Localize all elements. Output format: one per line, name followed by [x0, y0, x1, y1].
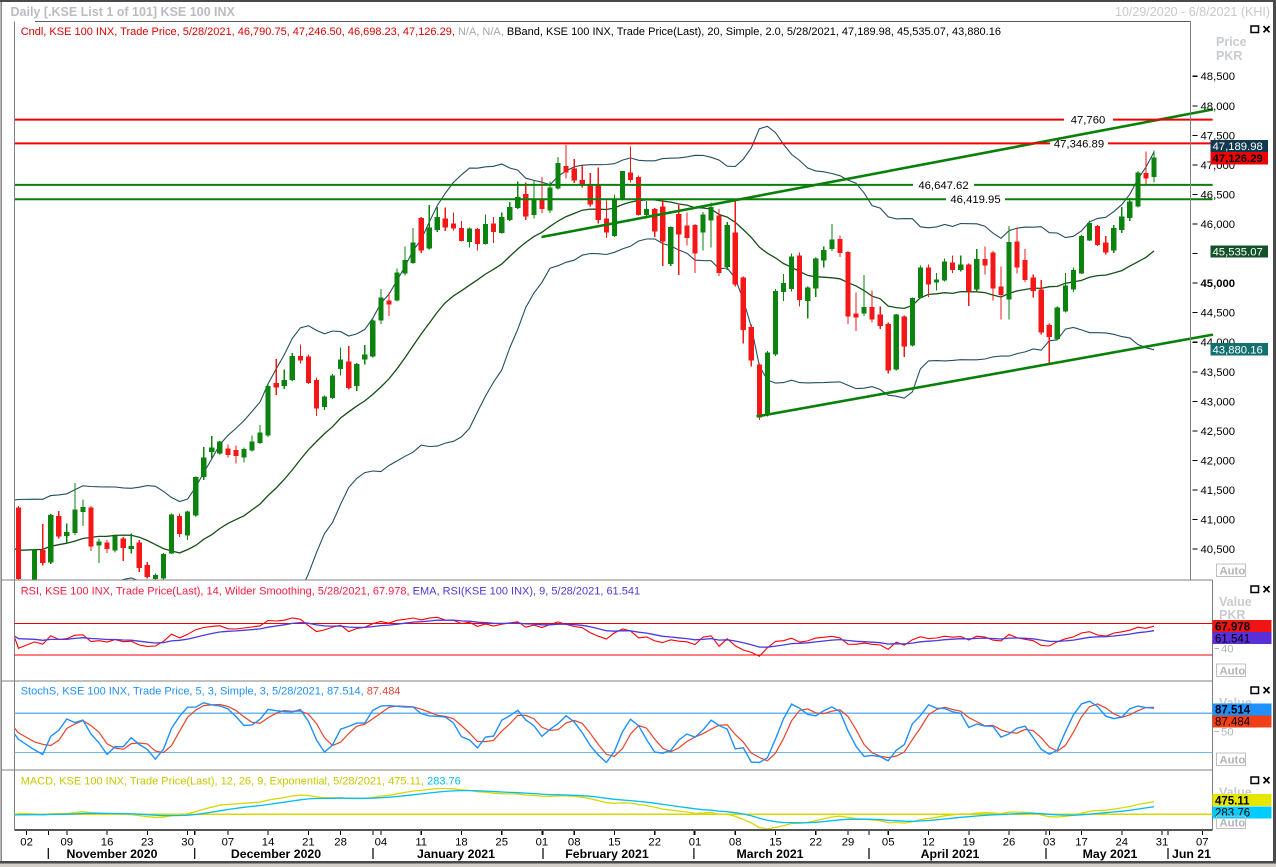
- svg-text:21: 21: [302, 837, 315, 849]
- svg-text:StochS, KSE 100 INX, Trade Pri: StochS, KSE 100 INX, Trade Price, 5, 3, …: [21, 686, 401, 698]
- svg-text:22: 22: [809, 837, 822, 849]
- svg-text:44,500: 44,500: [1201, 308, 1236, 320]
- svg-text:28: 28: [334, 837, 347, 849]
- svg-text:47,189.98: 47,189.98: [1213, 141, 1263, 153]
- svg-text:Daily [.KSE List 1 of 101] KSE: Daily [.KSE List 1 of 101] KSE 100 INX: [11, 5, 236, 19]
- svg-text:March 2021: March 2021: [737, 847, 804, 861]
- svg-text:40,500: 40,500: [1201, 544, 1236, 556]
- svg-text:40: 40: [1221, 643, 1234, 655]
- svg-text:Jun 21: Jun 21: [1172, 847, 1211, 861]
- svg-text:42,000: 42,000: [1201, 455, 1236, 467]
- svg-text:December 2020: December 2020: [231, 847, 321, 861]
- svg-text:PKR: PKR: [1216, 49, 1242, 63]
- svg-text:43,880.16: 43,880.16: [1213, 344, 1263, 356]
- svg-text:46,000: 46,000: [1201, 219, 1236, 231]
- svg-text:61.541: 61.541: [1215, 633, 1250, 645]
- svg-text:08: 08: [729, 837, 742, 849]
- svg-text:07: 07: [222, 837, 235, 849]
- svg-text:11: 11: [415, 837, 427, 849]
- svg-text:April 2021: April 2021: [921, 847, 980, 861]
- svg-text:23: 23: [141, 837, 154, 849]
- svg-text:10/29/2020 - 6/8/2021 (KHI): 10/29/2020 - 6/8/2021 (KHI): [1115, 5, 1270, 19]
- svg-text:12: 12: [922, 837, 935, 849]
- svg-text:08: 08: [568, 837, 581, 849]
- svg-text:Cndl, KSE 100 INX, Trade Price: Cndl, KSE 100 INX, Trade Price, 5/28/202…: [21, 26, 1001, 38]
- svg-text:46,419.95: 46,419.95: [950, 194, 1000, 206]
- svg-text:87.514: 87.514: [1215, 705, 1251, 717]
- svg-text:19: 19: [963, 837, 976, 849]
- svg-text:47,760: 47,760: [1071, 115, 1106, 127]
- svg-text:45,535.07: 45,535.07: [1213, 247, 1263, 259]
- svg-text:46,647.62: 46,647.62: [918, 180, 968, 192]
- svg-text:50: 50: [1221, 727, 1234, 739]
- svg-text:26: 26: [1003, 837, 1016, 849]
- svg-text:15: 15: [608, 837, 621, 849]
- svg-text:29: 29: [842, 837, 855, 849]
- svg-text:02: 02: [20, 837, 33, 849]
- svg-text:43,500: 43,500: [1201, 367, 1236, 379]
- svg-text:February 2021: February 2021: [565, 847, 649, 861]
- svg-text:15: 15: [769, 837, 782, 849]
- svg-text:22: 22: [648, 837, 661, 849]
- svg-text:24: 24: [1116, 837, 1129, 849]
- svg-text:14: 14: [262, 837, 275, 849]
- svg-text:30: 30: [181, 837, 194, 849]
- svg-text:Auto: Auto: [1220, 566, 1246, 578]
- svg-text:PKR: PKR: [1219, 608, 1245, 622]
- svg-text:Price: Price: [1216, 35, 1247, 49]
- svg-text:07: 07: [1196, 837, 1209, 849]
- svg-text:46,500: 46,500: [1201, 189, 1236, 201]
- svg-text:16: 16: [101, 837, 114, 849]
- svg-text:48,500: 48,500: [1201, 71, 1236, 83]
- svg-text:25: 25: [495, 837, 508, 849]
- svg-text:01: 01: [689, 837, 702, 849]
- svg-text:RSI, KSE 100 INX, Trade Price(: RSI, KSE 100 INX, Trade Price(Last), 14,…: [21, 586, 640, 598]
- svg-text:17: 17: [1075, 837, 1088, 849]
- svg-text:November 2020: November 2020: [67, 847, 158, 861]
- svg-text:MACD, KSE 100 INX, Trade Price: MACD, KSE 100 INX, Trade Price(Last), 12…: [21, 776, 461, 788]
- svg-text:January 2021: January 2021: [417, 847, 495, 861]
- svg-text:May 2021: May 2021: [1083, 847, 1138, 861]
- svg-text:67.978: 67.978: [1215, 621, 1251, 633]
- svg-text:18: 18: [455, 837, 468, 849]
- svg-text:45,000: 45,000: [1201, 278, 1236, 290]
- svg-text:Value: Value: [1219, 595, 1252, 609]
- svg-text:05: 05: [882, 837, 895, 849]
- svg-text:Auto: Auto: [1220, 755, 1246, 767]
- svg-text:Auto: Auto: [1220, 666, 1246, 678]
- svg-text:03: 03: [1043, 837, 1056, 849]
- svg-text:42,500: 42,500: [1201, 426, 1236, 438]
- svg-text:01: 01: [536, 837, 549, 849]
- svg-text:09: 09: [61, 837, 74, 849]
- svg-text:475.11: 475.11: [1215, 795, 1250, 807]
- svg-text:Auto: Auto: [1220, 818, 1246, 830]
- svg-text:47,346.89: 47,346.89: [1054, 138, 1104, 150]
- svg-text:31: 31: [1156, 837, 1169, 849]
- svg-text:48,000: 48,000: [1201, 101, 1236, 113]
- svg-text:41,000: 41,000: [1201, 515, 1236, 527]
- svg-text:47,500: 47,500: [1201, 130, 1236, 142]
- svg-text:41,500: 41,500: [1201, 485, 1236, 497]
- svg-text:04: 04: [375, 837, 388, 849]
- svg-text:87.484: 87.484: [1215, 717, 1251, 729]
- svg-text:47,126.29: 47,126.29: [1213, 153, 1263, 165]
- svg-text:43,000: 43,000: [1201, 396, 1236, 408]
